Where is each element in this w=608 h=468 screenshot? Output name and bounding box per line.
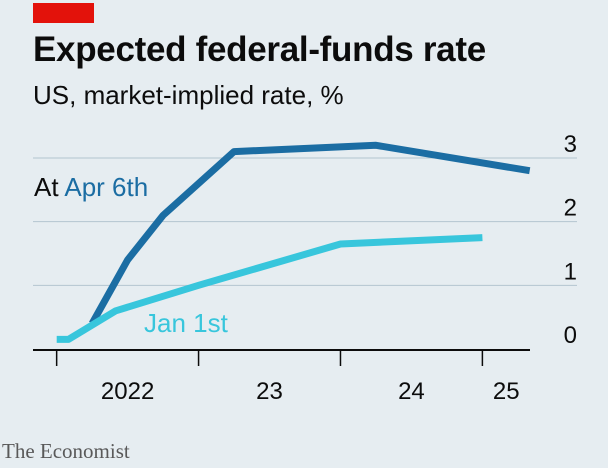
chart-subtitle: US, market-implied rate, % [33,80,344,110]
y-tick-label-3: 3 [564,131,577,158]
series-line-apr-6th [89,141,531,326]
chart-title: Expected federal-funds rate [33,30,486,69]
x-tick-label-24: 24 [398,378,425,405]
source-label: The Economist [2,439,130,463]
series-line-jan-1st [56,234,483,343]
y-tick-label-1: 1 [564,258,577,285]
x-tick-label-25: 25 [493,378,520,405]
economist-red-tag [33,3,94,23]
x-tick-label-2022: 2022 [101,378,154,405]
x-tick-label-23: 23 [256,378,283,405]
y-tick-label-2: 2 [564,195,577,222]
legend-apr-6th: At Apr 6th [34,172,148,202]
legend-jan-1st: Jan 1st [144,308,229,338]
y-tick-label-0: 0 [564,322,577,349]
